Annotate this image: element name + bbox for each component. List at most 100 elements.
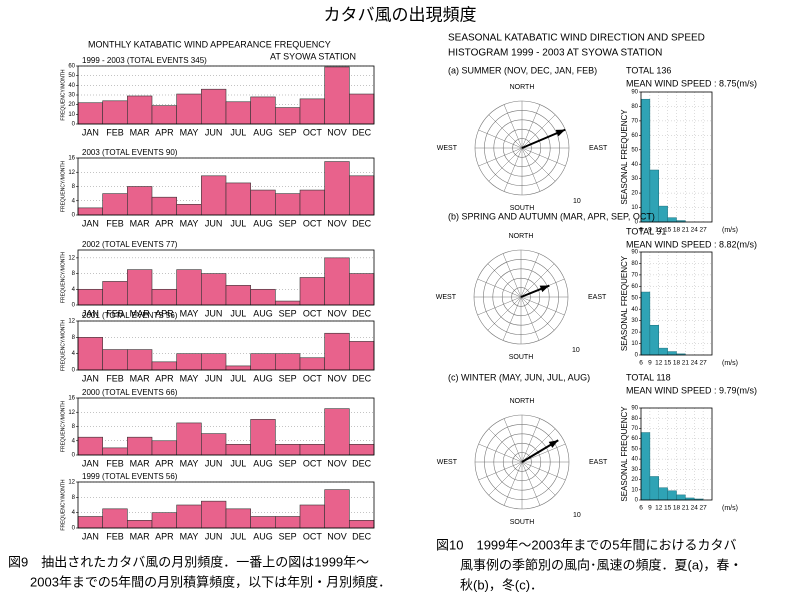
chart-title: 2002 (TOTAL EVENTS 77) [82, 240, 178, 249]
x-tick-label: FEB [106, 308, 124, 318]
x-tick-label: JAN [82, 218, 99, 228]
y-tick-label: 90 [631, 90, 638, 96]
plot-frame [640, 91, 713, 223]
bar [324, 408, 350, 456]
x-tick-label: JUN [205, 308, 223, 318]
histogram-bar [658, 487, 668, 501]
bar [324, 489, 350, 529]
spoke [521, 428, 556, 463]
y-tick-label: 50 [631, 446, 638, 452]
bar [225, 285, 251, 306]
bar [324, 332, 350, 371]
chart-title: 1999 - 2003 (TOTAL EVENTS 345) [82, 56, 207, 65]
chart-title: (c) WINTER (MAY, JUN, JUL, AUG) [448, 372, 590, 382]
plot-frame [77, 249, 375, 306]
bar [201, 433, 227, 456]
bar [324, 66, 350, 125]
spoke [521, 443, 566, 463]
x-tick-label: 15 [664, 505, 672, 512]
y-tick-label: 60 [631, 133, 638, 139]
bar [102, 281, 128, 306]
x-tick-label: MAY [180, 308, 199, 318]
total-label: TOTAL 118 [626, 372, 671, 382]
x-tick-label: JUN [205, 531, 223, 541]
y-tick-label: 50 [631, 295, 638, 301]
bar [102, 447, 128, 456]
left-header: AT SYOWA STATION [270, 51, 356, 61]
caption: 風事例の季節別の風向･風速の頻度．夏(a)，春・ [460, 557, 742, 572]
caption: 秋(b)，冬(c)． [460, 577, 543, 592]
plot-frame [640, 251, 713, 356]
scale-label: 10 [573, 512, 581, 519]
caption: 図10 1999年～2003年までの5年間におけるカタバ [436, 537, 737, 552]
x-tick-label: 12 [655, 360, 663, 367]
y-tick-label: 0 [72, 303, 76, 309]
y-tick-label: 50 [68, 73, 75, 79]
bar [250, 189, 276, 216]
y-tick-label: 16 [68, 156, 75, 162]
x-tick-label: APR [155, 458, 174, 468]
spoke [521, 461, 541, 506]
bar [349, 341, 375, 371]
bar [102, 349, 128, 371]
bar [250, 419, 276, 456]
y-tick-label: 10 [631, 205, 638, 211]
y-tick-label: 0 [72, 213, 76, 219]
y-axis-label: FREQUENCY/MONTH [60, 320, 66, 372]
x-tick-label: 18 [673, 360, 681, 367]
bar [201, 273, 227, 306]
bar [176, 353, 202, 371]
y-tick-label: 70 [631, 426, 638, 432]
x-tick-label: NOV [327, 531, 347, 541]
bar [275, 300, 301, 306]
y-tick-label: 0 [635, 498, 639, 504]
y-tick-label: 20 [631, 191, 638, 197]
direction-label: NORTH [510, 84, 535, 91]
x-tick-label: JUL [230, 531, 246, 541]
bar [77, 207, 103, 216]
spoke [503, 461, 523, 506]
x-tick-label: 21 [682, 505, 690, 512]
y-tick-label: 60 [68, 64, 75, 70]
x-tick-label: DEC [352, 531, 372, 541]
x-tick-label: APR [155, 127, 174, 137]
x-tick-label: MAR [130, 218, 151, 228]
chart-title: 2001 (TOTAL EVENTS 56) [82, 311, 178, 320]
x-tick-label: NOV [327, 373, 347, 383]
x-tick-label: DEC [352, 308, 372, 318]
y-tick-label: 8 [72, 184, 76, 190]
spoke [487, 296, 522, 331]
direction-label: NORTH [510, 398, 535, 405]
x-tick-label: FEB [106, 373, 124, 383]
y-tick-label: 30 [68, 93, 75, 99]
y-tick-label: 4 [72, 198, 76, 204]
spoke [487, 263, 522, 298]
y-tick-label: 80 [631, 104, 638, 110]
x-tick-label: MAR [130, 127, 151, 137]
y-tick-label: 12 [68, 170, 75, 176]
bar [225, 101, 251, 125]
y-axis-label: SEASONAL FREQUENCY [620, 109, 629, 205]
x-tick-label: 27 [700, 505, 708, 512]
x-tick-label: 15 [664, 360, 672, 367]
ring [473, 249, 569, 345]
x-tick-label: MAY [180, 373, 199, 383]
plot-frame [77, 320, 375, 371]
bar [176, 93, 202, 125]
total-label: TOTAL 91 [626, 226, 666, 236]
x-tick-label: MAR [130, 458, 151, 468]
bar [225, 365, 251, 371]
y-tick-label: 30 [631, 318, 638, 324]
x-tick-label: 6 [639, 360, 643, 367]
x-tick-label: MAY [180, 218, 199, 228]
ring [501, 277, 541, 317]
scale-label: 10 [572, 347, 580, 354]
direction-label: SOUTH [510, 519, 535, 526]
y-tick-label: 8 [72, 335, 76, 341]
spoke [521, 147, 566, 167]
plot-frame [77, 157, 375, 216]
spoke [521, 147, 541, 192]
bar [299, 357, 325, 371]
x-tick-label: JUL [230, 127, 246, 137]
spoke [520, 296, 565, 316]
